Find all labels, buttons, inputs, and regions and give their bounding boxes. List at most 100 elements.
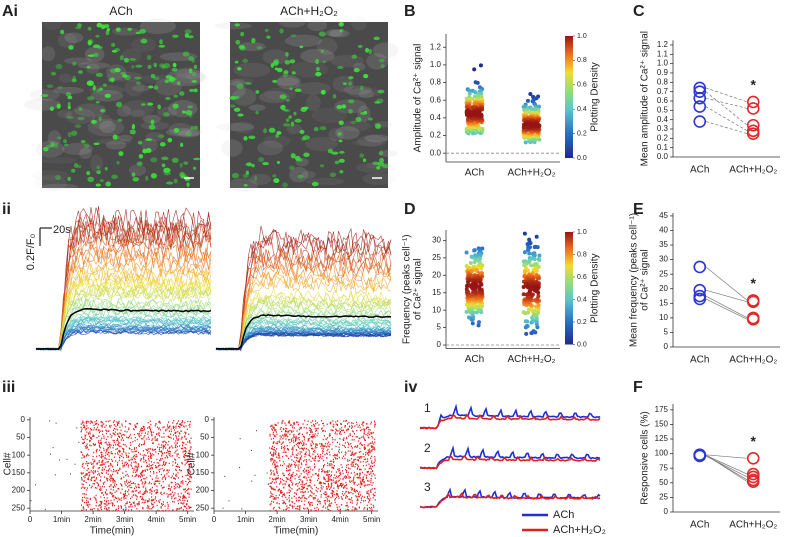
spike <box>323 482 324 483</box>
spike <box>135 483 136 484</box>
spike <box>111 477 112 478</box>
spike <box>358 466 359 467</box>
spike <box>88 506 89 507</box>
cell <box>379 151 383 156</box>
cell <box>273 178 279 183</box>
spike <box>371 507 372 508</box>
tissue-texture <box>290 61 329 77</box>
spike <box>162 465 163 466</box>
spike <box>92 463 93 464</box>
spike <box>352 439 353 440</box>
spike <box>178 477 179 478</box>
spike <box>102 463 103 464</box>
spike <box>370 442 371 443</box>
spike <box>359 425 360 426</box>
y-tick-label: 0 <box>664 507 669 516</box>
spike <box>289 500 290 501</box>
spike <box>224 476 225 477</box>
spike <box>272 488 273 489</box>
spike <box>188 506 189 507</box>
spike <box>130 445 131 446</box>
y-axis-label: Cell# <box>187 452 198 475</box>
spike <box>141 466 142 467</box>
cell <box>116 102 122 108</box>
spike <box>138 466 139 467</box>
spike <box>108 500 109 501</box>
cell <box>230 105 236 108</box>
spike <box>82 464 83 465</box>
spike <box>186 503 187 504</box>
spike <box>137 496 138 497</box>
spike <box>346 438 347 439</box>
spike <box>121 456 122 457</box>
cell <box>315 72 321 76</box>
spike <box>346 502 347 503</box>
spike <box>356 436 357 437</box>
spike <box>150 453 151 454</box>
spike <box>320 454 321 455</box>
spike <box>143 461 144 462</box>
spike <box>92 459 93 460</box>
y-tick-label: 40 <box>659 226 668 235</box>
spike <box>107 509 108 510</box>
spike <box>175 475 176 476</box>
cell <box>245 163 251 166</box>
spike <box>129 460 130 461</box>
spike <box>351 446 352 447</box>
spike <box>318 510 319 511</box>
spike <box>273 432 274 433</box>
spike <box>136 487 137 488</box>
tissue-texture <box>119 135 133 142</box>
spike <box>342 498 343 499</box>
spike <box>289 430 290 431</box>
spike <box>327 498 328 499</box>
spike <box>181 438 182 439</box>
spike <box>94 460 95 461</box>
spike <box>298 466 299 467</box>
spike <box>128 456 129 457</box>
cell <box>289 166 294 170</box>
spike <box>374 488 375 489</box>
spike <box>282 484 283 485</box>
spike <box>327 424 328 425</box>
spike <box>174 452 175 453</box>
spike <box>332 437 333 438</box>
cell <box>160 142 166 146</box>
cell <box>269 128 276 133</box>
spike <box>284 475 285 476</box>
spike <box>282 434 283 435</box>
spike <box>136 490 137 491</box>
cell <box>272 174 276 177</box>
spike <box>150 457 151 458</box>
spike <box>159 427 160 428</box>
spike <box>142 502 143 503</box>
spike <box>341 430 342 431</box>
spike <box>303 460 304 461</box>
spike <box>179 466 180 467</box>
spike <box>149 469 150 470</box>
spike <box>317 499 318 500</box>
spike <box>119 432 120 433</box>
spike <box>370 466 371 467</box>
spike <box>117 462 118 463</box>
spike <box>314 497 315 498</box>
spike <box>309 427 310 428</box>
cell <box>93 143 99 145</box>
spike <box>339 444 340 445</box>
spike <box>331 493 332 494</box>
spike <box>318 424 319 425</box>
pair-line <box>706 455 748 482</box>
spike <box>159 481 160 482</box>
spike <box>294 492 295 493</box>
spike <box>346 472 347 473</box>
y-tick-label: 0.5 <box>657 105 669 114</box>
spike <box>287 436 288 437</box>
spike <box>325 479 326 480</box>
spike <box>96 502 97 503</box>
spike <box>338 486 339 487</box>
spike <box>103 448 104 449</box>
spike <box>308 491 309 492</box>
cell <box>255 111 258 115</box>
spike <box>362 472 363 473</box>
cell <box>68 132 72 137</box>
